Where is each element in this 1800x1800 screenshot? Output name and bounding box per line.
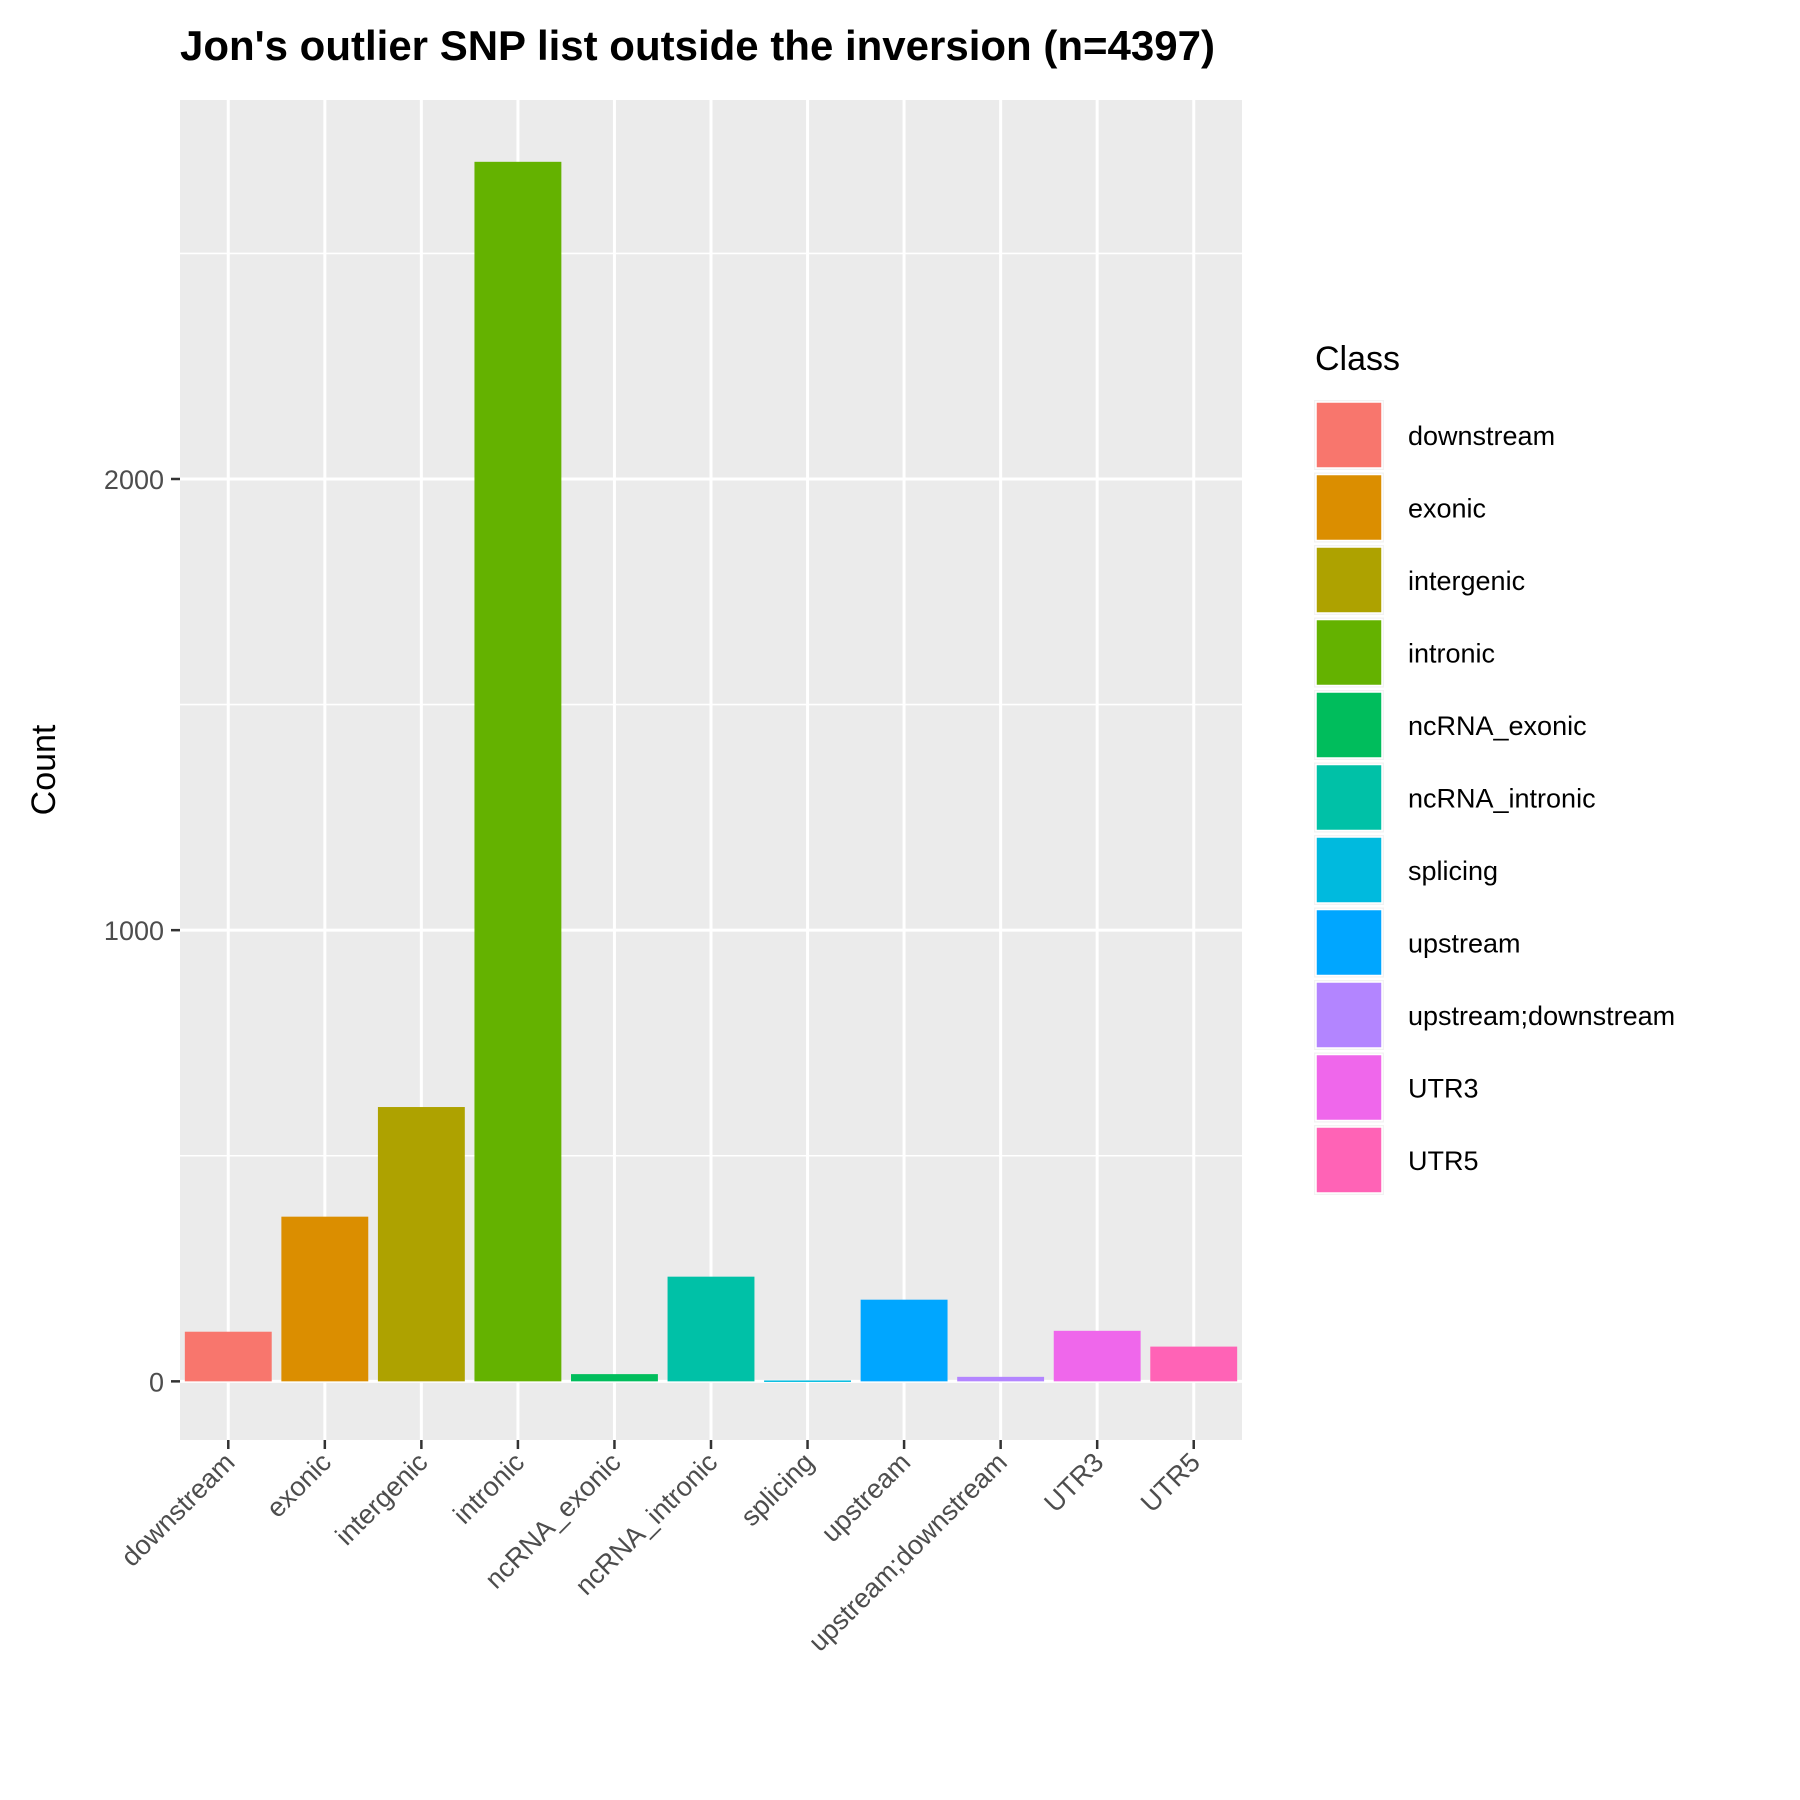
legend-swatch-ncRNA_exonic [1315,691,1383,759]
bar-UTR3 [1053,1330,1141,1382]
legend-swatch-exonic [1315,473,1383,542]
legend-swatch-upstream [1315,908,1383,977]
legend-label-intergenic: intergenic [1408,566,1525,596]
legend-title: Class [1315,340,1400,378]
legend-swatch-intronic [1315,618,1383,687]
bar-splicing [764,1380,851,1382]
legend-swatch-downstream [1315,401,1383,469]
legend-swatch-splicing [1315,836,1383,904]
x-tick-label: downstream [115,1447,240,1572]
bar-intronic [474,161,562,1382]
legend-label-ncRNA_exonic: ncRNA_exonic [1408,711,1587,741]
chart-title: Jon's outlier SNP list outside the inver… [180,22,1215,69]
legend-label-downstream: downstream [1408,421,1555,451]
x-tick-label: upstream;downstream [803,1447,1013,1657]
legend-label-splicing: splicing [1408,856,1498,886]
bar-exonic [281,1216,369,1382]
legend-label-upstream;downstream: upstream;downstream [1408,1001,1675,1031]
legend-swatch-UTR3 [1315,1053,1383,1122]
bar-UTR5 [1150,1346,1238,1382]
legend-label-exonic: exonic [1408,494,1486,524]
bar-upstream;downstream [957,1376,1045,1382]
y-tick-label: 1000 [104,916,164,946]
legend-label-ncRNA_intronic: ncRNA_intronic [1408,784,1596,814]
y-tick-label: 0 [149,1367,164,1397]
legend-label-intronic: intronic [1408,639,1495,669]
bar-downstream [184,1331,272,1382]
legend: Class downstream exonic intergenic intronic… [1314,340,1675,1195]
legend-swatch-intergenic [1315,546,1383,614]
bar-ncRNA_intronic [667,1276,755,1382]
x-tick-label: upstream [816,1447,917,1548]
legend-swatch-upstream;downstream [1315,981,1383,1049]
legend-label-UTR3: UTR3 [1408,1074,1479,1104]
bar-intergenic [377,1107,465,1382]
legend-label-UTR5: UTR5 [1408,1146,1479,1176]
x-tick-label: intergenic [330,1447,434,1551]
x-tick-label: exonic [261,1447,337,1523]
y-tick-label: 2000 [104,465,164,495]
x-tick-label: splicing [735,1447,820,1532]
bar-upstream [860,1299,948,1382]
bar-ncRNA_exonic [571,1374,658,1382]
legend-swatch-ncRNA_intronic [1315,763,1383,832]
y-axis-title: Count [25,724,63,815]
x-tick-label: intronic [447,1447,530,1530]
y-axis: 0 1000 2000 [104,465,180,1397]
x-tick-label: UTR3 [1038,1447,1109,1518]
legend-label-upstream: upstream [1408,929,1521,959]
bars [184,161,1238,1382]
legend-swatch-UTR5 [1315,1126,1383,1194]
x-tick-label: UTR5 [1135,1447,1206,1518]
